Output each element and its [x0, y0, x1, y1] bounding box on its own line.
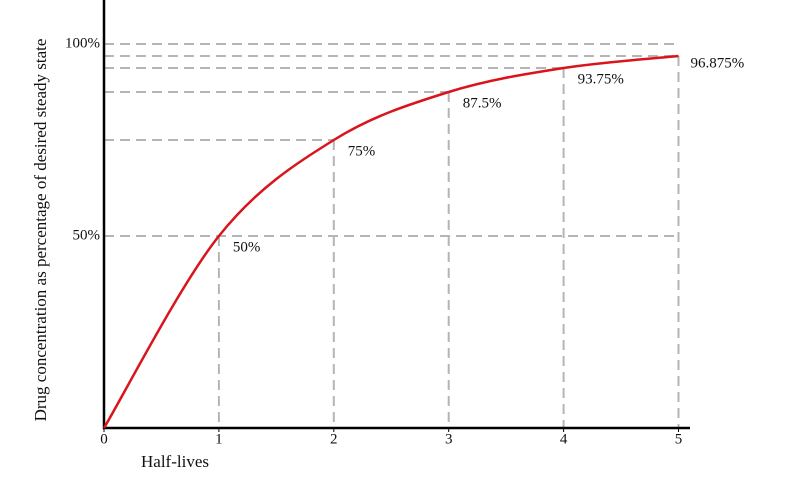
x-tick-label: 5 — [675, 431, 683, 447]
data-label: 75% — [348, 143, 376, 159]
x-tick-label: 0 — [100, 431, 108, 447]
x-tick-label: 1 — [215, 431, 223, 447]
y-axis-label: Drug concentration as percentage of desi… — [31, 39, 50, 422]
data-label: 96.875% — [691, 55, 745, 71]
x-tick-label: 4 — [560, 431, 568, 447]
x-tick-label: 2 — [330, 431, 338, 447]
x-axis-label: Half-lives — [141, 452, 209, 471]
data-label: 93.75% — [578, 71, 624, 87]
data-label: 50% — [233, 239, 261, 255]
x-tick-label: 3 — [445, 431, 453, 447]
data-label: 87.5% — [463, 95, 502, 111]
y-tick-label: 100% — [65, 35, 100, 51]
line — [102, 54, 679, 429]
y-tick-label: 50% — [73, 227, 101, 243]
